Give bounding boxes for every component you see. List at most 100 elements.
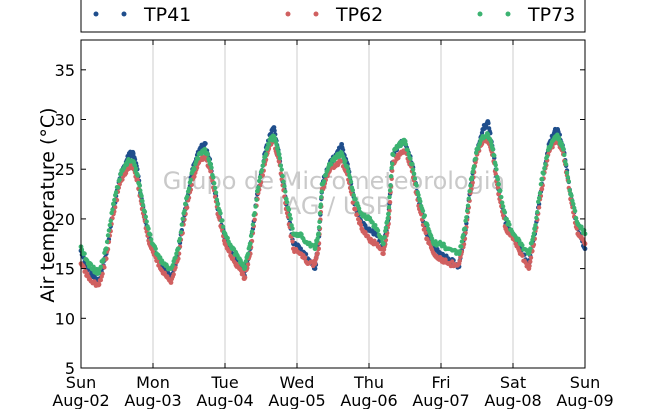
data-point — [323, 173, 328, 178]
data-point — [137, 183, 142, 188]
data-point — [388, 174, 394, 179]
data-point — [203, 141, 208, 146]
data-point — [142, 209, 148, 215]
data-point — [247, 241, 253, 247]
y-tick-label: 35 — [55, 61, 75, 80]
data-point — [541, 171, 546, 176]
data-point — [215, 201, 221, 207]
data-point — [538, 181, 544, 187]
data-point — [391, 152, 396, 158]
data-point — [382, 234, 387, 240]
data-point — [88, 261, 94, 267]
data-point — [461, 232, 466, 238]
data-point — [357, 219, 363, 224]
data-point — [561, 146, 566, 152]
data-point — [385, 215, 391, 221]
data-point — [408, 156, 413, 161]
y-tick-label: 15 — [55, 260, 75, 279]
data-point — [168, 280, 174, 285]
data-point — [146, 226, 151, 231]
data-point — [536, 195, 542, 201]
legend-marker — [285, 11, 291, 17]
data-point — [387, 188, 393, 193]
data-point — [319, 194, 324, 200]
data-point — [225, 235, 230, 241]
data-point — [214, 197, 220, 202]
data-point — [277, 155, 283, 161]
data-point — [208, 161, 214, 167]
data-point — [528, 259, 533, 264]
data-point — [409, 161, 415, 167]
data-point — [370, 220, 375, 225]
data-point — [253, 204, 258, 209]
data-point — [528, 255, 534, 260]
data-point — [185, 205, 190, 210]
data-point — [467, 188, 472, 194]
legend-label: TP73 — [527, 4, 575, 26]
data-point — [316, 225, 322, 230]
data-point — [539, 176, 545, 182]
data-point — [464, 215, 469, 220]
data-point — [422, 226, 427, 232]
data-point — [566, 179, 571, 184]
data-point — [474, 150, 479, 156]
data-point — [81, 264, 86, 270]
legend-marker — [505, 11, 511, 17]
data-point — [537, 190, 543, 196]
data-point — [457, 249, 462, 254]
data-point — [384, 219, 390, 224]
data-point — [500, 200, 505, 205]
data-point — [183, 201, 188, 207]
data-point — [281, 179, 286, 184]
data-point — [416, 192, 421, 198]
data-point — [177, 236, 183, 241]
data-point — [98, 264, 104, 270]
data-point — [261, 159, 266, 164]
data-point — [533, 222, 538, 228]
data-point — [185, 194, 190, 199]
data-point — [346, 169, 351, 174]
data-point — [496, 181, 501, 187]
data-point — [534, 215, 539, 220]
data-point — [256, 185, 261, 190]
watermark: Grupo de Micrometeorologia IAG / USP — [163, 167, 505, 220]
data-point — [242, 275, 248, 280]
data-point — [205, 152, 210, 157]
data-point — [363, 230, 368, 235]
data-point — [574, 226, 580, 231]
data-point — [286, 207, 292, 212]
data-point — [282, 183, 287, 189]
grid — [152, 40, 514, 368]
x-tick-label-day: Sun — [570, 373, 600, 392]
data-point — [405, 147, 410, 153]
x-tick-label-day: Fri — [431, 373, 450, 392]
data-point — [531, 231, 537, 236]
data-point — [573, 215, 579, 221]
data-point — [211, 175, 216, 180]
data-point — [502, 210, 508, 215]
data-point — [321, 179, 327, 184]
data-point — [420, 208, 426, 214]
data-point — [351, 192, 356, 198]
data-point — [319, 189, 324, 194]
data-point — [117, 177, 122, 182]
data-point — [209, 165, 214, 170]
x-tick-label-day: Mon — [136, 373, 170, 392]
data-point — [343, 158, 348, 164]
data-point — [288, 216, 293, 221]
data-point — [466, 196, 472, 201]
legend-marker — [313, 11, 319, 17]
data-point — [111, 201, 116, 207]
data-point — [457, 258, 462, 264]
data-point — [386, 205, 392, 210]
data-point — [290, 239, 295, 244]
data-point — [195, 156, 201, 161]
data-point — [315, 251, 320, 256]
y-tick-label: 30 — [55, 111, 75, 130]
x-tick-label-date: Aug-07 — [412, 391, 469, 409]
data-point — [171, 272, 176, 277]
data-point — [107, 222, 113, 228]
data-point — [536, 205, 542, 210]
data-point — [423, 230, 428, 235]
axis-ticks: 5101520253035SunAug-02MonAug-03TueAug-04… — [52, 40, 614, 409]
